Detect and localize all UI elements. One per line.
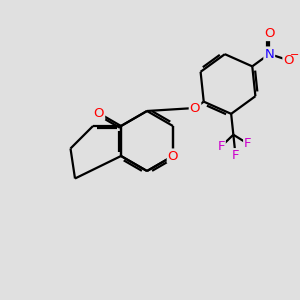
Text: O: O xyxy=(284,54,294,67)
Text: O: O xyxy=(264,27,274,40)
Text: −: − xyxy=(290,50,299,60)
Text: O: O xyxy=(190,101,200,115)
Text: F: F xyxy=(232,149,239,162)
Text: O: O xyxy=(168,149,178,163)
Text: F: F xyxy=(217,140,225,153)
Text: N: N xyxy=(264,47,274,61)
Text: F: F xyxy=(244,137,252,150)
Text: O: O xyxy=(94,107,104,120)
